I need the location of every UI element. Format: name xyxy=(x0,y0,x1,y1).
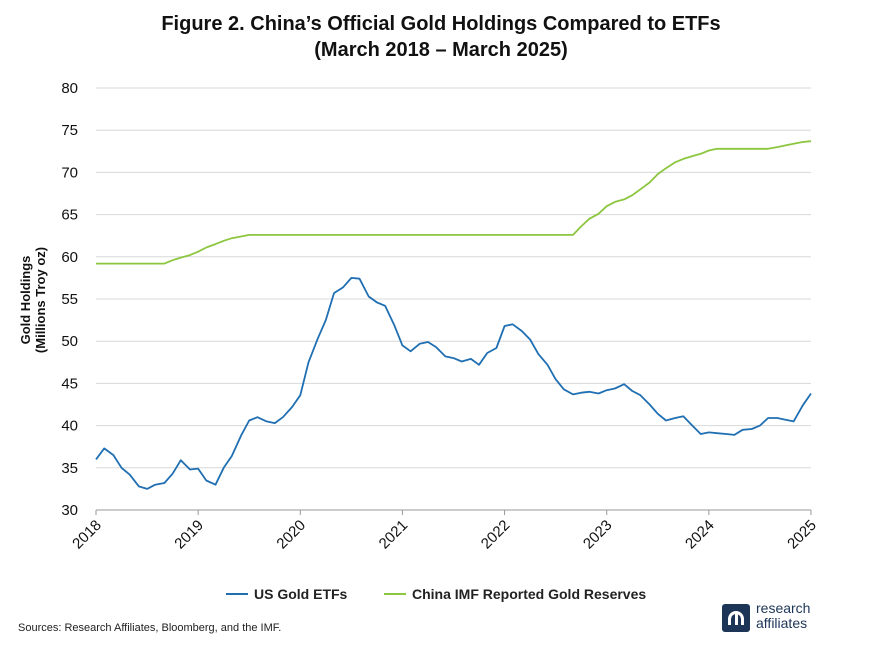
y-tick-label: 70 xyxy=(61,164,78,181)
y-tick-label: 35 xyxy=(61,460,78,477)
x-tick-label: 2022 xyxy=(478,517,514,553)
y-axis-label-line2: (Millions Troy oz) xyxy=(33,247,48,353)
legend-label-china: China IMF Reported Gold Reserves xyxy=(412,586,646,602)
logo-text-line2: affiliates xyxy=(756,615,808,631)
y-axis-ticks: 30 35 40 45 50 55 60 65 70 75 80 xyxy=(61,80,78,519)
chart-title-line1: Figure 2. China’s Official Gold Holdings… xyxy=(161,13,720,35)
y-axis-label: Gold Holdings (Millions Troy oz) xyxy=(18,247,48,353)
legend: US Gold ETFs China IMF Reported Gold Res… xyxy=(226,586,646,602)
x-tick-label: 2019 xyxy=(171,517,207,553)
x-tick-label: 2018 xyxy=(69,517,105,553)
logo-text-line1: research xyxy=(756,600,811,616)
x-tick-label: 2023 xyxy=(580,517,616,553)
legend-label-us-etf: US Gold ETFs xyxy=(254,586,348,602)
y-tick-label: 65 xyxy=(61,207,78,224)
grid-lines xyxy=(96,87,811,511)
chart-title-line2: (March 2018 – March 2025) xyxy=(314,39,567,61)
x-tick-label: 2024 xyxy=(682,517,718,553)
y-tick-label: 75 xyxy=(61,122,78,139)
series-line-us-etf xyxy=(95,277,812,490)
y-tick-label: 60 xyxy=(61,249,78,266)
y-tick-label: 50 xyxy=(61,333,78,350)
y-axis-label-line1: Gold Holdings xyxy=(18,256,33,345)
y-tick-label: 45 xyxy=(61,375,78,392)
x-tick-label: 2021 xyxy=(376,517,412,553)
y-tick-label: 30 xyxy=(61,502,78,519)
series-line-china xyxy=(96,140,812,265)
logo-text: research affiliates xyxy=(756,601,810,631)
logo-mark-icon xyxy=(722,604,750,632)
x-axis-ticks: 2018 2019 2020 2021 2022 2023 2024 2025 xyxy=(69,510,820,552)
research-affiliates-logo: research affiliates xyxy=(722,598,832,638)
x-tick-label: 2020 xyxy=(273,517,309,553)
series-lines xyxy=(95,140,812,490)
y-tick-label: 80 xyxy=(61,80,78,97)
x-tick-label: 2025 xyxy=(784,517,820,553)
y-tick-label: 40 xyxy=(61,418,78,435)
source-note: Sources: Research Affiliates, Bloomberg,… xyxy=(18,622,282,634)
y-tick-label: 55 xyxy=(61,291,78,308)
